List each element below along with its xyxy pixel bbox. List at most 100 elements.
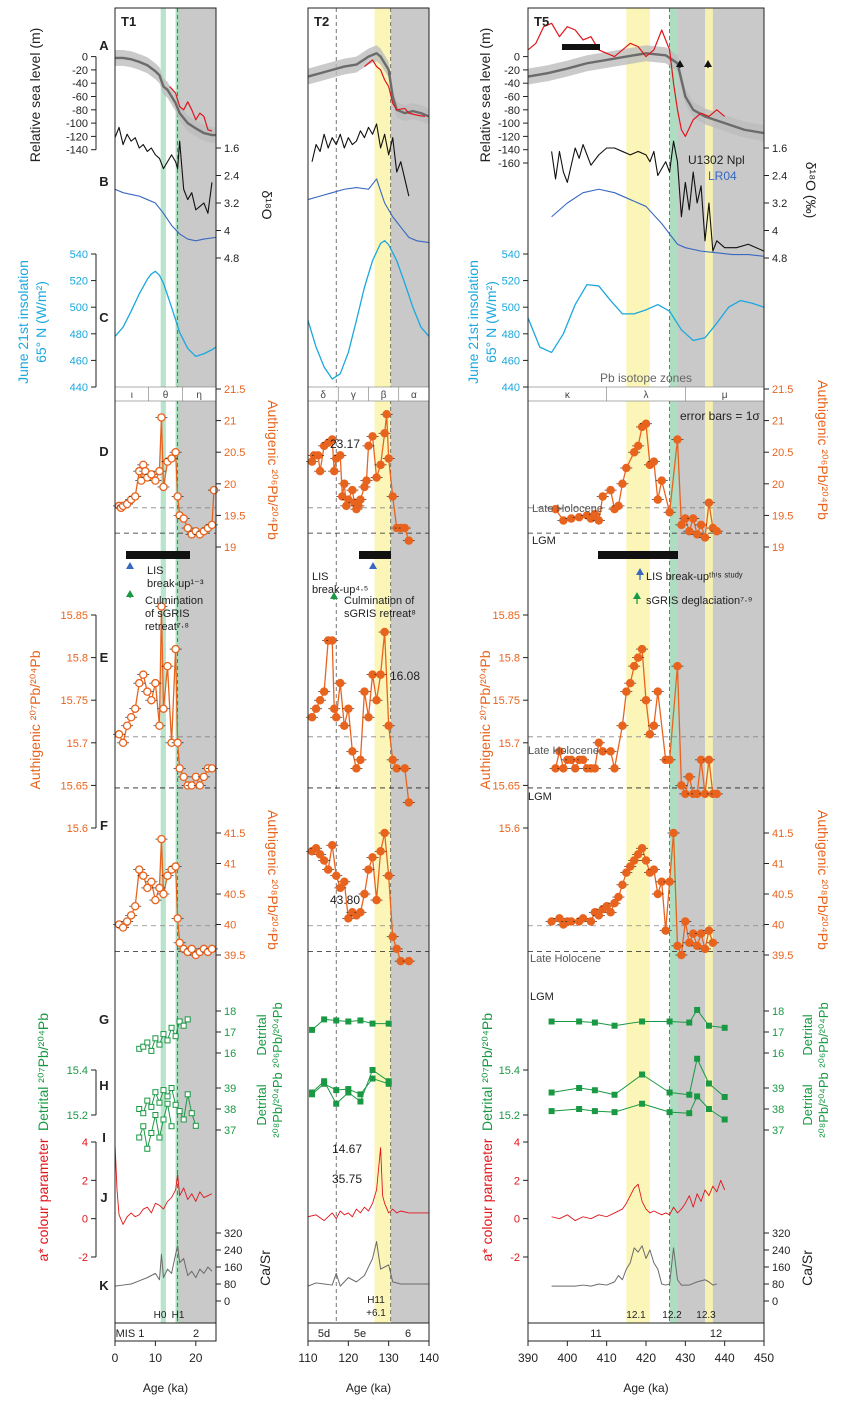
data-point — [578, 914, 588, 923]
tick-label: 4 — [772, 226, 778, 238]
data-point — [721, 1094, 728, 1100]
tick-label: 18 — [772, 1006, 784, 1018]
legend-u1302: U1302 Npl — [688, 153, 745, 167]
data-point — [614, 892, 623, 902]
tick-label: 18 — [224, 1006, 236, 1018]
data-point — [369, 1067, 376, 1073]
tick-label: 37 — [224, 1125, 236, 1137]
data-point — [559, 516, 568, 525]
right-axis-title: δ¹⁸O — [259, 190, 275, 219]
annotation-late-holocene: Late Holocene — [528, 745, 599, 757]
x-axis-label: Age (ka) — [143, 1381, 188, 1395]
data-point — [657, 476, 666, 485]
data-point — [653, 687, 663, 696]
tick-label: -40 — [504, 78, 520, 90]
data-point — [590, 764, 600, 773]
mis-strip — [527, 1322, 765, 1342]
tick-label: 15.6 — [499, 823, 520, 835]
data-point — [591, 1087, 598, 1094]
series-line — [307, 1147, 429, 1222]
data-point — [176, 1018, 183, 1025]
panel-T1: ι θ η T1 0 10 20 Age (ka) — [112, 7, 220, 1395]
series-line — [551, 188, 765, 257]
highlight-band — [175, 8, 180, 1323]
series-line — [551, 1095, 725, 1120]
pb-zone-label: λ — [644, 390, 649, 401]
series-H — [548, 1093, 728, 1123]
series-B — [114, 126, 213, 214]
data-point — [180, 1022, 187, 1029]
x-tick-label: 120 — [338, 1351, 358, 1365]
data-point — [700, 533, 710, 542]
data-point — [136, 1134, 143, 1141]
row-letter: K — [99, 1278, 109, 1293]
data-point — [315, 466, 325, 476]
data-point — [666, 1018, 673, 1025]
data-point — [591, 1019, 598, 1026]
right-axis-detrital-208: 39 38 37 — [215, 1083, 236, 1137]
data-point — [362, 476, 371, 485]
data-point — [134, 678, 144, 688]
data-point — [151, 678, 160, 688]
series-line — [527, 283, 765, 354]
data-point — [340, 877, 349, 887]
row-letter: E — [100, 650, 109, 665]
left-axis-title: June 21st insolation — [15, 260, 31, 384]
data-point — [143, 687, 152, 696]
data-point — [606, 485, 615, 495]
data-point — [152, 1035, 159, 1042]
tick-label: 40.5 — [224, 889, 245, 901]
data-point — [139, 871, 148, 880]
ice-bar — [562, 44, 600, 50]
series-line — [114, 126, 213, 214]
data-point — [329, 704, 339, 713]
tick-label: 160 — [224, 1262, 242, 1274]
data-point — [688, 514, 698, 523]
data-point — [163, 661, 172, 671]
series-line — [307, 1241, 429, 1287]
tick-label: -100 — [66, 118, 88, 130]
x-tick-label: 0 — [112, 1351, 119, 1365]
data-point — [148, 1103, 155, 1110]
data-point — [164, 1093, 171, 1100]
series-line — [551, 1245, 717, 1287]
tick-label: 15.65 — [492, 780, 520, 792]
data-point — [384, 454, 393, 463]
data-point — [148, 1047, 155, 1054]
series-D — [549, 419, 723, 542]
series-line — [115, 56, 216, 137]
data-point — [356, 908, 365, 917]
data-point — [372, 695, 381, 705]
ice-bar — [126, 551, 190, 559]
data-point — [622, 687, 631, 696]
t5-left-axis-title: a* colour parameter — [479, 1138, 495, 1261]
series-line — [169, 86, 213, 132]
data-point — [686, 1019, 693, 1026]
data-point — [590, 509, 600, 519]
annotation-value: 35.75 — [332, 1172, 362, 1186]
data-point — [147, 877, 156, 887]
data-point — [384, 721, 393, 731]
data-point — [610, 898, 619, 908]
x-tick-label: 400 — [557, 1351, 577, 1365]
data-point — [348, 747, 357, 756]
pb-zone-label: η — [196, 390, 202, 401]
arrow-sgris — [330, 592, 338, 599]
data-point — [352, 764, 361, 773]
tick-label: 540 — [502, 249, 520, 261]
series-C — [307, 240, 430, 380]
data-point — [122, 917, 132, 926]
data-point — [637, 844, 647, 853]
tick-label: 16 — [772, 1048, 784, 1060]
series-A — [307, 52, 430, 118]
data-point — [187, 944, 197, 954]
right-axis-detrital-206: 18 17 16 — [215, 1006, 236, 1060]
data-point — [677, 950, 686, 960]
data-point — [199, 772, 209, 782]
left-axis-title: Relative sea level (m) — [27, 28, 43, 163]
data-point — [184, 1016, 191, 1023]
data-point — [364, 865, 373, 874]
annotation-sgris: Culmination — [145, 595, 203, 607]
data-point — [606, 747, 615, 756]
x-tick-label: 390 — [518, 1351, 538, 1365]
